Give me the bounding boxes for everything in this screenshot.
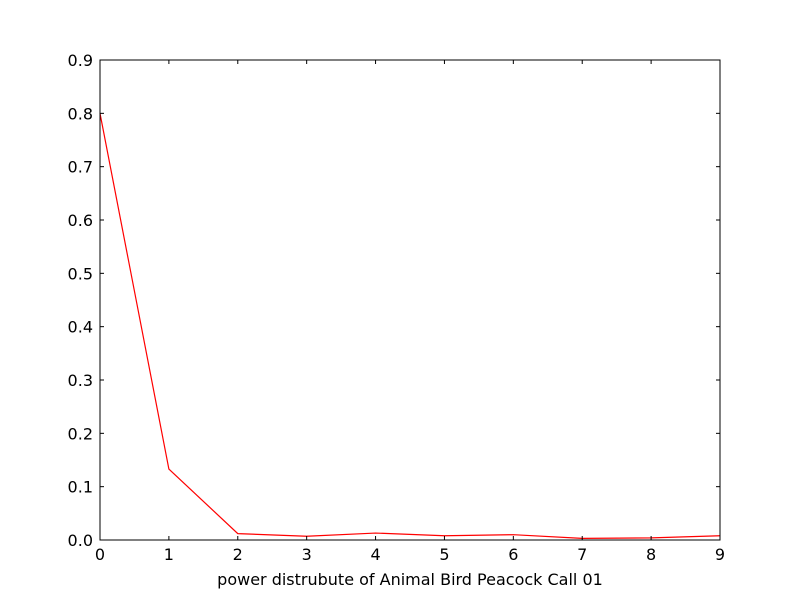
x-tick-label: 3 (302, 545, 312, 564)
x-tick-label: 6 (508, 545, 518, 564)
x-tick-label: 4 (370, 545, 380, 564)
y-tick-label: 0.4 (68, 318, 93, 337)
x-tick-label: 2 (233, 545, 243, 564)
y-tick-label: 0.3 (68, 371, 93, 390)
y-tick-label: 0.9 (68, 51, 93, 70)
x-tick-label: 7 (577, 545, 587, 564)
series-line (99, 113, 721, 540)
x-tick-label: 0 (95, 545, 105, 564)
y-tick-label: 0.8 (68, 104, 93, 123)
x-tick-label: 8 (646, 545, 656, 564)
plot-frame (99, 59, 721, 541)
y-tick-label: 0.1 (68, 478, 93, 497)
y-tick-label: 0.6 (68, 211, 93, 230)
axis-ticks: 0 1 2 3 4 5 6 7 8 9 0.0 0.1 0.2 0.3 0.4 0.5 0.6 0.7 0.8 0.9 (68, 51, 726, 564)
y-tick-label: 0.2 (68, 424, 93, 443)
x-axis-label: power distrubute of Animal Bird Peacock … (217, 570, 603, 589)
x-tick-label: 1 (164, 545, 174, 564)
x-tick-label: 9 (715, 545, 725, 564)
y-tick-label: 0.5 (68, 264, 93, 283)
plot-area (99, 113, 721, 540)
y-tick-label: 0.7 (68, 158, 93, 177)
y-tick-label: 0.0 (68, 531, 93, 550)
x-tick-label: 5 (439, 545, 449, 564)
